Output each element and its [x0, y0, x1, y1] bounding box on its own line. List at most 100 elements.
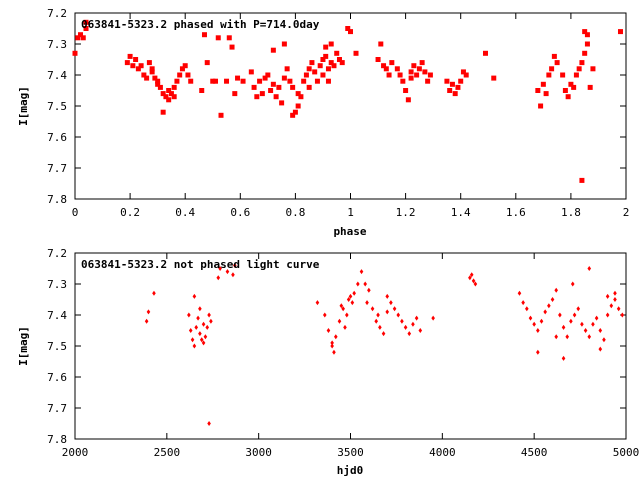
data-point — [196, 315, 200, 321]
y-tick-label: 7.3 — [47, 38, 67, 51]
data-point — [328, 41, 334, 47]
data-point — [218, 112, 224, 118]
x-tick-label: 0 — [72, 206, 79, 219]
data-point — [198, 306, 202, 312]
data-point — [229, 44, 235, 50]
data-point — [171, 94, 177, 100]
data-point — [463, 72, 469, 78]
data-point — [207, 421, 211, 426]
data-point — [281, 41, 287, 47]
data-point — [171, 84, 177, 90]
data-point — [359, 269, 364, 275]
data-point — [155, 78, 161, 84]
data-point — [400, 318, 404, 324]
x-tick-label: 0.8 — [285, 206, 305, 219]
data-point — [561, 324, 566, 330]
data-point — [346, 297, 351, 302]
data-point — [182, 63, 188, 69]
data-point — [336, 57, 342, 62]
x-tick-label: 3000 — [245, 446, 272, 459]
data-point — [407, 331, 412, 337]
data-point — [617, 29, 623, 35]
data-point — [187, 312, 191, 318]
data-point — [199, 337, 204, 343]
data-point — [276, 84, 282, 90]
data-point — [594, 315, 599, 321]
data-point — [155, 81, 161, 87]
data-point — [160, 109, 166, 115]
data-point — [343, 324, 347, 330]
data-point — [207, 312, 211, 318]
data-point — [591, 321, 595, 327]
data-point — [408, 69, 414, 75]
data-point — [427, 72, 433, 78]
data-point — [279, 100, 285, 106]
data-point — [350, 300, 355, 306]
data-point — [232, 262, 237, 268]
data-point — [322, 312, 327, 318]
unphased-light-curve-panel: 2000 2500 3000 3500 4000 4500 5000 7.2 7.3 7.4 7.5… — [17, 247, 639, 477]
data-point — [620, 312, 625, 318]
x-tick-label: 1.4 — [451, 206, 471, 219]
data-point — [449, 81, 455, 87]
data-point — [385, 293, 390, 299]
data-point — [257, 78, 263, 84]
data-point — [83, 19, 89, 25]
data-point — [314, 78, 320, 84]
x-tick-label: 3500 — [337, 446, 364, 459]
data-point — [192, 343, 197, 349]
data-point — [265, 72, 271, 78]
data-point — [141, 72, 147, 78]
data-point — [471, 278, 476, 284]
data-point — [166, 88, 172, 93]
y-tick-label: 7.8 — [47, 193, 67, 206]
data-point — [320, 57, 326, 62]
data-point — [425, 78, 431, 84]
data-point — [281, 75, 287, 81]
data-point — [328, 60, 334, 66]
data-point — [303, 72, 309, 78]
x-tick-label: 0.4 — [175, 206, 195, 219]
data-point — [292, 109, 298, 115]
y-tick-label: 7.8 — [47, 433, 67, 446]
x-tick-label: 2500 — [154, 446, 181, 459]
data-point — [411, 63, 417, 69]
data-point — [422, 69, 428, 75]
data-point — [547, 303, 551, 309]
data-point — [72, 50, 78, 56]
data-point — [149, 69, 155, 75]
y-tick-label: 7.2 — [47, 7, 67, 20]
data-point — [419, 60, 425, 66]
data-point — [598, 328, 603, 333]
data-point — [240, 78, 246, 84]
y-tick-label: 7.7 — [47, 402, 67, 415]
data-point — [315, 300, 320, 306]
data-point — [538, 103, 544, 109]
data-point — [235, 75, 241, 81]
data-point — [455, 84, 461, 90]
data-point — [571, 84, 577, 90]
data-point — [157, 84, 163, 90]
data-point — [325, 66, 331, 72]
data-point — [198, 331, 202, 337]
data-point — [536, 328, 540, 333]
data-point — [572, 312, 577, 318]
data-point — [405, 97, 411, 103]
data-point — [209, 318, 213, 324]
data-point — [356, 281, 360, 287]
data-point — [579, 177, 585, 183]
data-point — [188, 78, 194, 84]
x-tick-label: 1.6 — [506, 206, 526, 219]
data-point — [163, 94, 169, 100]
data-point — [306, 66, 312, 72]
chart-title: 063841-5323.2 phased with P=714.0day — [81, 18, 320, 31]
data-point — [168, 91, 174, 97]
y-axis-label: I[mag] — [17, 326, 30, 366]
data-point — [400, 78, 406, 84]
data-point — [201, 340, 206, 346]
data-point — [558, 312, 562, 318]
data-point — [224, 78, 230, 84]
data-point — [473, 281, 478, 287]
x-axis-label: hjd0 — [337, 464, 364, 477]
